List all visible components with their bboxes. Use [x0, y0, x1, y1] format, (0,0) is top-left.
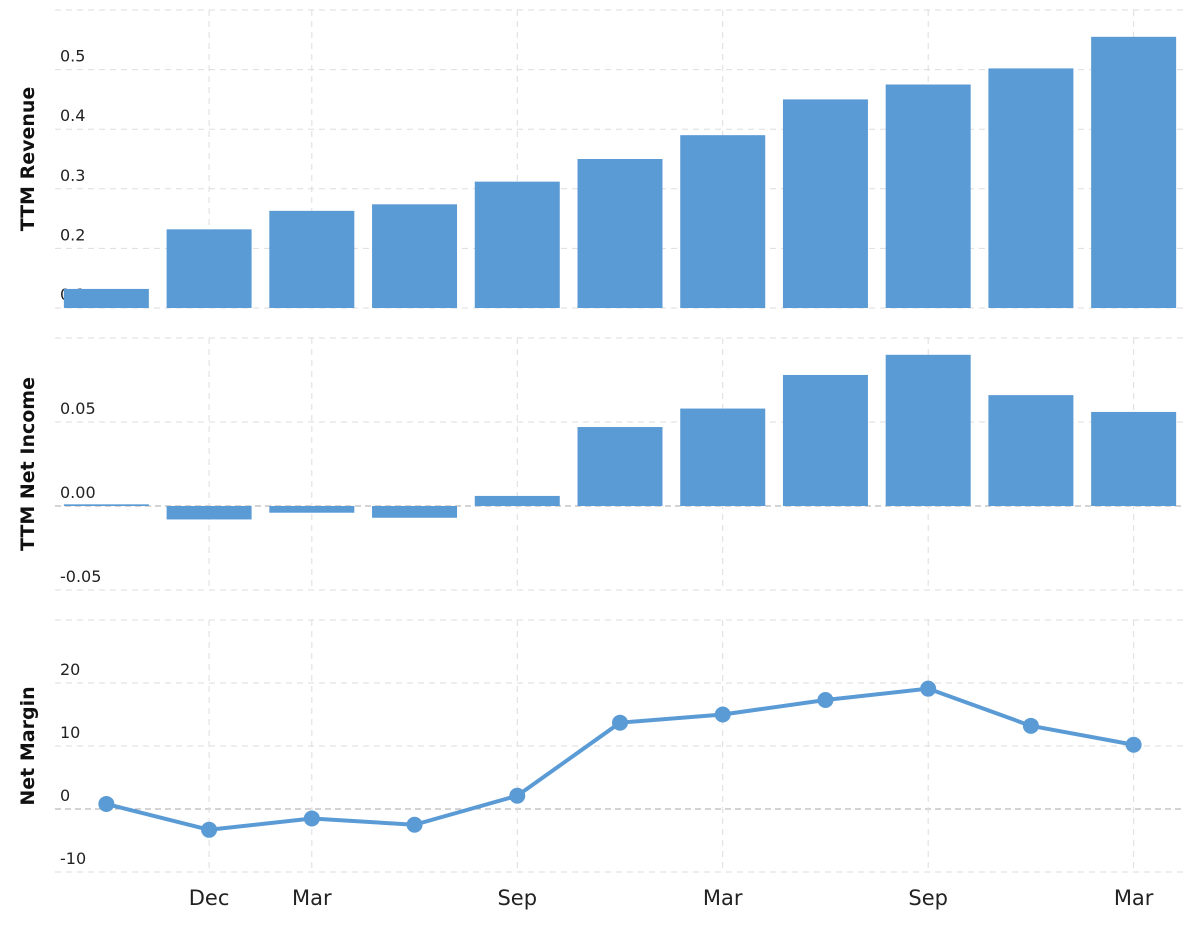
data-point: [98, 795, 115, 812]
y-tick-label: 20: [60, 660, 80, 679]
y-tick-label: 0.5: [60, 47, 85, 66]
bar: [577, 427, 663, 506]
data-point: [612, 714, 628, 731]
bar: [782, 99, 868, 309]
data-point: [406, 816, 423, 833]
data-point: [714, 706, 731, 723]
bar: [63, 288, 149, 308]
x-tick-label: Mar: [292, 886, 332, 910]
y-tick-label: 0: [60, 786, 70, 805]
y-axis-title: TTM Revenue: [17, 87, 39, 232]
y-tick-label: 0.05: [60, 399, 96, 418]
bar: [680, 408, 766, 506]
data-point: [201, 821, 218, 838]
y-tick-label: 10: [60, 723, 80, 742]
x-tick-label: Mar: [703, 886, 743, 910]
y-tick-label: 0.4: [60, 106, 85, 125]
y-tick-label: 0.00: [60, 483, 96, 502]
data-point: [1125, 736, 1142, 753]
y-axis-title: Net Margin: [17, 686, 39, 805]
x-tick-label: Sep: [908, 886, 948, 910]
bar: [988, 395, 1074, 506]
bar: [166, 506, 252, 520]
bar: [474, 495, 560, 506]
y-tick-label: -10: [60, 849, 86, 868]
bar: [680, 135, 766, 308]
bar: [782, 374, 868, 506]
x-tick-label: Sep: [497, 886, 537, 910]
bar: [372, 506, 458, 518]
y-axis-title: TTM Net Income: [17, 377, 39, 551]
bar: [885, 354, 971, 506]
bar: [372, 204, 458, 308]
bar: [474, 181, 560, 308]
y-tick-label: 0.3: [60, 166, 85, 185]
bar: [1091, 36, 1177, 308]
y-tick-label: -0.05: [60, 567, 101, 586]
bar: [63, 504, 149, 506]
bar: [269, 210, 355, 308]
data-point: [509, 787, 526, 804]
bar: [269, 506, 355, 513]
bar: [1091, 411, 1177, 506]
x-tick-label: Dec: [189, 886, 230, 910]
bar: [988, 68, 1074, 309]
data-point: [920, 680, 937, 697]
bar: [885, 84, 971, 308]
bar: [166, 229, 252, 308]
y-tick-label: 0.2: [60, 225, 85, 244]
data-point: [303, 810, 320, 827]
data-point: [817, 692, 834, 709]
bar: [577, 159, 663, 308]
data-point: [1022, 717, 1039, 734]
x-tick-label: Mar: [1114, 886, 1154, 910]
